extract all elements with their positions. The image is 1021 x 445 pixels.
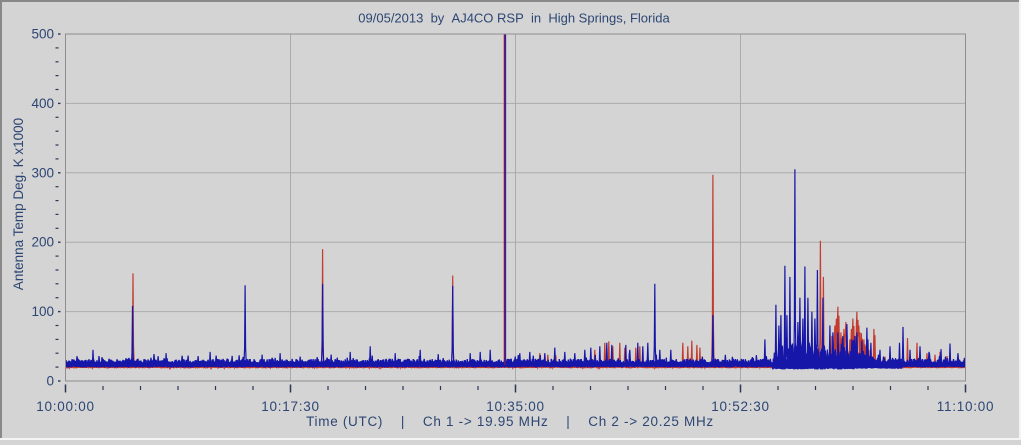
svg-text:400: 400 [31,96,54,111]
svg-text:10:35:00: 10:35:00 [486,399,545,414]
svg-text:10:00:00: 10:00:00 [36,399,95,414]
svg-text:200: 200 [31,235,54,250]
svg-text:100: 100 [31,304,54,319]
svg-text:Time (UTC) | Ch 1 -> 19.: Time (UTC) | Ch 1 -> 19.95 MHz | Ch 2 ->… [306,414,714,429]
svg-text:300: 300 [31,165,54,180]
svg-text:Antenna Temp Deg. K x1000: Antenna Temp Deg. K x1000 [11,118,26,290]
svg-text:10:52:30: 10:52:30 [711,399,770,414]
svg-text:500: 500 [31,27,54,42]
svg-text:09/05/2013 by AJ4CO RSP in: 09/05/2013 by AJ4CO RSP in High Springs,… [358,11,670,26]
svg-text:0: 0 [46,374,54,389]
svg-text:10:17:30: 10:17:30 [261,399,320,414]
svg-text:11:10:00: 11:10:00 [937,399,995,414]
